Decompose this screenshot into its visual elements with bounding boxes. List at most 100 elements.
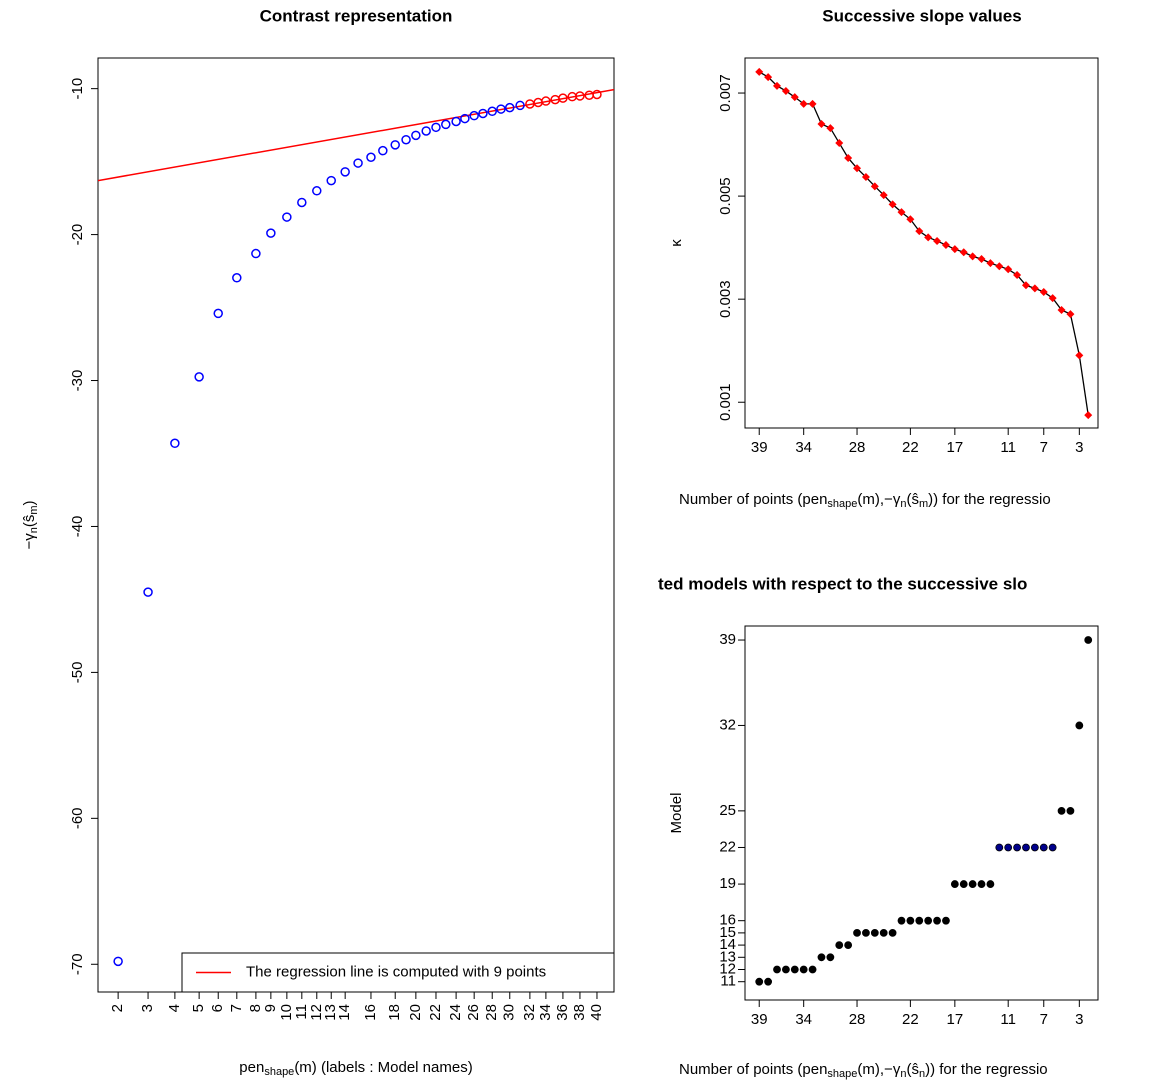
point: [879, 191, 888, 200]
x-tick-label: 16: [362, 1004, 379, 1021]
point: [1048, 294, 1057, 303]
point: [1030, 284, 1039, 293]
point: [933, 916, 941, 925]
point: [764, 977, 773, 986]
point: [835, 941, 844, 949]
regression-line: [98, 88, 614, 182]
point: [924, 233, 933, 242]
x-tick-label: 6: [209, 1004, 226, 1012]
x-tick-label: 26: [465, 1004, 482, 1021]
x-tick-label: 7: [1040, 439, 1048, 456]
x-tick-label: 28: [849, 439, 866, 456]
point: [844, 941, 853, 949]
point: [764, 73, 773, 82]
point: [870, 182, 879, 191]
y-tick-label: 13: [719, 948, 736, 965]
point: [1039, 287, 1048, 296]
point: [790, 965, 799, 974]
x-axis-label-part: )) for the regressio: [928, 491, 1051, 508]
point: [1048, 843, 1057, 852]
point: [906, 215, 915, 224]
chart-title: Successive slope values: [822, 6, 1021, 25]
point: [888, 928, 897, 937]
point: [1039, 843, 1048, 852]
x-axis-label-part: n: [919, 1068, 925, 1080]
point: [487, 106, 497, 117]
x-tick-label: 5: [190, 1004, 207, 1012]
x-tick-label: 36: [554, 1004, 571, 1021]
legend-box: [181, 952, 615, 993]
x-axis-label-part: m: [919, 498, 928, 510]
point: [959, 880, 968, 888]
point: [844, 153, 853, 162]
point: [826, 953, 835, 962]
x-tick-label: 22: [902, 1011, 919, 1028]
point: [1057, 305, 1066, 314]
x-tick-label: 28: [849, 1011, 866, 1028]
x-axis-label-part: Number of points (pen: [679, 491, 827, 508]
y-axis-label-part: Model: [668, 793, 685, 834]
point: [879, 928, 888, 937]
x-tick-label: 34: [795, 439, 812, 456]
point: [592, 89, 602, 100]
y-axis-label-part: n: [28, 527, 40, 533]
point: [232, 273, 242, 283]
point: [942, 916, 950, 925]
point: [959, 248, 968, 257]
point: [366, 152, 376, 162]
x-axis-label: Number of points (penshape(m),−γn(ŝn)) f…: [679, 1061, 1048, 1080]
point: [378, 145, 388, 156]
point: [1004, 265, 1013, 274]
plot-frame: [744, 57, 1099, 429]
y-tick-label: 0.001: [717, 383, 734, 421]
point: [505, 102, 515, 113]
point: [1084, 411, 1093, 420]
point: [906, 916, 915, 925]
point: [515, 100, 525, 111]
point: [1030, 843, 1039, 852]
y-tick-label: 22: [719, 838, 736, 855]
point: [1022, 843, 1030, 852]
point: [1013, 843, 1021, 852]
point: [460, 113, 470, 124]
point: [950, 880, 959, 888]
x-tick-label: 12: [308, 1004, 325, 1021]
point: [915, 916, 924, 925]
y-axis-label-part: −γ: [21, 533, 38, 550]
point: [870, 928, 879, 937]
point: [213, 308, 223, 319]
point: [915, 227, 924, 236]
point: [977, 254, 986, 263]
y-tick-label: 32: [719, 716, 736, 733]
point: [799, 965, 808, 974]
point: [941, 241, 950, 250]
x-axis-label: Number of points (penshape(m),−γn(ŝm)) f…: [679, 491, 1051, 510]
y-tick-label: 16: [719, 912, 736, 929]
y-tick-label: -70: [69, 953, 86, 975]
point: [541, 96, 551, 106]
y-tick-label: 0.003: [717, 280, 734, 318]
point: [782, 965, 790, 974]
point: [799, 99, 808, 108]
x-tick-label: 34: [537, 1004, 554, 1021]
x-tick-label: 11: [293, 1004, 310, 1020]
x-axis-label-part: Number of points (pen: [679, 1061, 827, 1078]
point: [835, 139, 844, 148]
y-axis-label-part: ): [21, 500, 38, 505]
x-tick-label: 8: [247, 1004, 264, 1012]
point: [773, 965, 781, 974]
x-tick-label: 11: [1000, 439, 1016, 456]
point: [312, 186, 322, 196]
plot-frame: [744, 625, 1099, 1001]
point: [266, 228, 276, 238]
point: [817, 953, 826, 962]
point: [353, 158, 363, 168]
x-tick-label: 30: [501, 1004, 518, 1021]
x-tick-label: 4: [166, 1004, 183, 1012]
point: [411, 130, 421, 141]
x-tick-label: 20: [407, 1004, 424, 1021]
x-tick-label: 2: [109, 1004, 126, 1012]
x-tick-label: 9: [262, 1004, 279, 1012]
point: [888, 200, 897, 209]
